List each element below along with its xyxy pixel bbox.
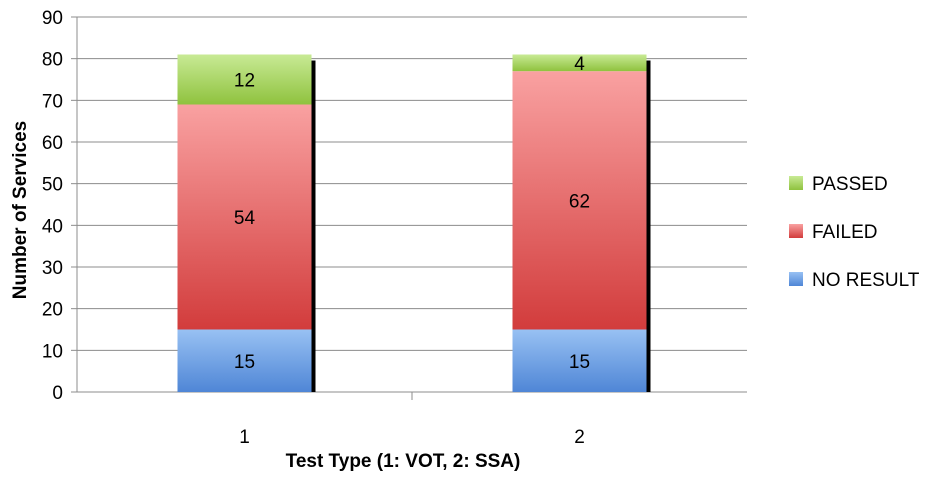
x-tick-label: 1 xyxy=(239,427,250,448)
bar-shadow-edge xyxy=(311,60,316,392)
legend: PASSED FAILED NO RESULT xyxy=(789,174,920,291)
y-tick-label: 70 xyxy=(42,91,63,112)
y-tick-label: 20 xyxy=(42,300,63,321)
legend-label: NO RESULT xyxy=(812,270,920,291)
legend-label: FAILED xyxy=(812,222,877,243)
bars xyxy=(177,54,651,392)
y-tick-label: 80 xyxy=(42,50,63,71)
y-tick-label: 50 xyxy=(42,175,63,196)
bar-segment-no-result xyxy=(512,329,647,392)
data-label: 15 xyxy=(234,352,255,373)
bar-segment-failed xyxy=(177,104,312,330)
bar-shadow-edge xyxy=(646,60,651,392)
legend-swatch xyxy=(789,272,803,286)
y-tick-label: 40 xyxy=(42,216,63,237)
data-labels: 15 54 12 15 62 4 xyxy=(234,54,590,373)
data-label: 12 xyxy=(234,71,255,92)
bar-segment-passed xyxy=(512,54,647,72)
bar-segment-passed xyxy=(177,54,312,105)
x-tick-label: 2 xyxy=(574,427,585,448)
data-label: 15 xyxy=(569,352,590,373)
y-tick-label: 90 xyxy=(42,8,63,29)
y-tick-label: 10 xyxy=(42,341,63,362)
y-tick-label: 0 xyxy=(52,383,63,404)
data-label: 62 xyxy=(569,191,590,212)
data-label: 4 xyxy=(574,54,585,75)
bar-segment-no-result xyxy=(177,329,312,392)
legend-swatch xyxy=(789,176,803,190)
y-tick-label: 30 xyxy=(42,258,63,279)
bar-segment-failed xyxy=(512,71,647,330)
legend-swatch xyxy=(789,224,803,238)
data-label: 54 xyxy=(234,208,256,229)
y-axis-title: Number of Services xyxy=(10,121,31,299)
y-tick-label: 60 xyxy=(42,133,63,154)
legend-label: PASSED xyxy=(812,174,888,195)
x-axis-title: Test Type (1: VOT, 2: SSA) xyxy=(286,451,521,472)
